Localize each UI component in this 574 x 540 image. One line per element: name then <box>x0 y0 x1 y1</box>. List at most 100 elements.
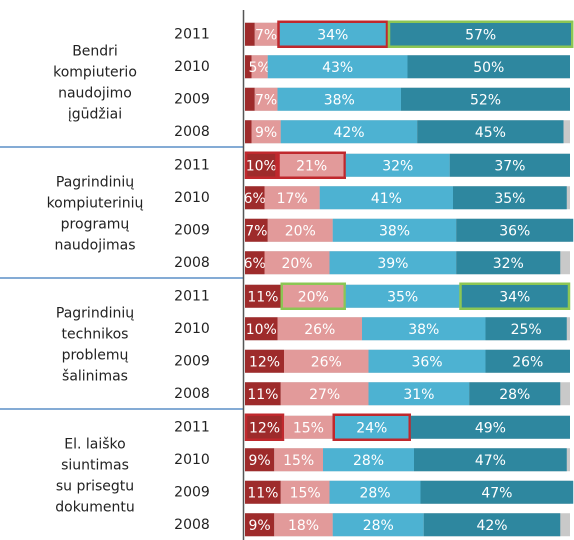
group-label: šalinimas <box>62 369 128 385</box>
bar-segment <box>332 218 457 242</box>
year-label: 2010 <box>174 452 210 468</box>
bar-segment <box>245 480 281 504</box>
bar-segment <box>245 153 278 177</box>
bar-segment <box>277 153 346 177</box>
bar-segment <box>267 55 408 79</box>
bar-segment <box>245 120 252 144</box>
year-label: 2008 <box>174 517 210 533</box>
bar-segment <box>417 120 564 144</box>
group-label: siuntimas <box>61 458 129 474</box>
bar-segment <box>345 153 450 177</box>
bar-segment <box>323 448 414 472</box>
highlight-box <box>459 282 571 310</box>
year-label: 2008 <box>174 255 210 271</box>
value-label: 20% <box>281 256 312 272</box>
value-label: 25% <box>511 322 542 338</box>
value-label: 35% <box>494 191 525 207</box>
value-label: 6% <box>244 191 266 207</box>
group-label: Pagrindinių <box>56 175 134 191</box>
bar-segment <box>459 284 570 308</box>
value-label: 15% <box>293 420 324 436</box>
bar-segment <box>280 480 330 504</box>
value-label: 9% <box>255 125 277 141</box>
bar-segment <box>410 415 570 439</box>
highlight-box <box>280 282 346 310</box>
value-label: 36% <box>499 223 530 239</box>
year-label: 2009 <box>174 484 210 500</box>
bar-segment <box>368 349 486 373</box>
value-label: 31% <box>403 387 434 403</box>
value-label: 47% <box>481 485 512 501</box>
bar-segment <box>407 55 570 79</box>
bar-segment <box>277 87 401 111</box>
value-label: 43% <box>322 60 353 76</box>
value-label: 38% <box>379 223 410 239</box>
value-label: 27% <box>309 387 340 403</box>
bar-segment <box>245 284 281 308</box>
year-label: 2011 <box>174 288 210 304</box>
bar-segment <box>245 415 284 439</box>
year-label: 2008 <box>174 124 210 140</box>
bar-segment <box>264 186 320 210</box>
bar-segment <box>245 186 265 210</box>
year-label: 2009 <box>174 222 210 238</box>
year-label: 2011 <box>174 157 210 173</box>
highlight-box <box>332 413 411 441</box>
value-label: 12% <box>249 354 280 370</box>
value-label: 11% <box>247 289 278 305</box>
bar-segment <box>284 415 333 439</box>
bar-segment <box>245 55 252 79</box>
bar-segment <box>345 284 460 308</box>
bar-segment <box>329 480 421 504</box>
value-label: 15% <box>283 453 314 469</box>
bar-segment <box>319 186 453 210</box>
value-label: 49% <box>475 420 506 436</box>
value-label: 7% <box>255 27 277 43</box>
bar-segment <box>332 513 424 537</box>
value-label: 26% <box>304 322 335 338</box>
bar-segment <box>388 22 574 46</box>
year-label: 2010 <box>174 190 210 206</box>
bar-segment <box>251 55 268 79</box>
group-label: programų <box>61 217 130 233</box>
value-label: 41% <box>371 191 402 207</box>
bar-segment <box>485 349 570 373</box>
bar-segment <box>456 251 561 275</box>
year-label: 2008 <box>174 386 210 402</box>
group-label: technikos <box>62 327 129 343</box>
bar-segment <box>456 218 574 242</box>
year-label: 2010 <box>174 59 210 75</box>
bar-segment <box>420 480 574 504</box>
bar-segment <box>245 317 278 341</box>
group-label: įgūdžiai <box>68 107 122 123</box>
bar-segment <box>469 382 561 406</box>
year-label: 2011 <box>174 419 210 435</box>
bar-segment <box>362 317 486 341</box>
group-label: Bendri <box>72 44 118 60</box>
group-label: naudojimo <box>58 86 132 102</box>
bar-segment <box>267 218 333 242</box>
bar-segment <box>254 87 278 111</box>
highlight-box <box>244 413 285 441</box>
value-label: 32% <box>382 158 413 174</box>
value-label: 32% <box>493 256 524 272</box>
bar-segment <box>401 87 570 111</box>
value-label: 34% <box>317 27 348 43</box>
value-label: 34% <box>499 289 530 305</box>
bar-segment <box>277 317 362 341</box>
value-label: 11% <box>247 485 278 501</box>
value-label: 50% <box>473 60 504 76</box>
bar-segment <box>245 382 281 406</box>
bar-segment <box>284 349 369 373</box>
value-label: 45% <box>475 125 506 141</box>
value-label: 5% <box>249 60 271 76</box>
year-label: 2009 <box>174 91 210 107</box>
bar-segment <box>245 87 255 111</box>
bar-segment <box>332 415 411 439</box>
value-label: 7% <box>245 223 267 239</box>
bar-segment <box>245 251 265 275</box>
value-label: 10% <box>246 322 277 338</box>
value-label: 10% <box>246 158 277 174</box>
group-label: dokumentu <box>55 500 135 516</box>
bar-segment <box>245 218 268 242</box>
